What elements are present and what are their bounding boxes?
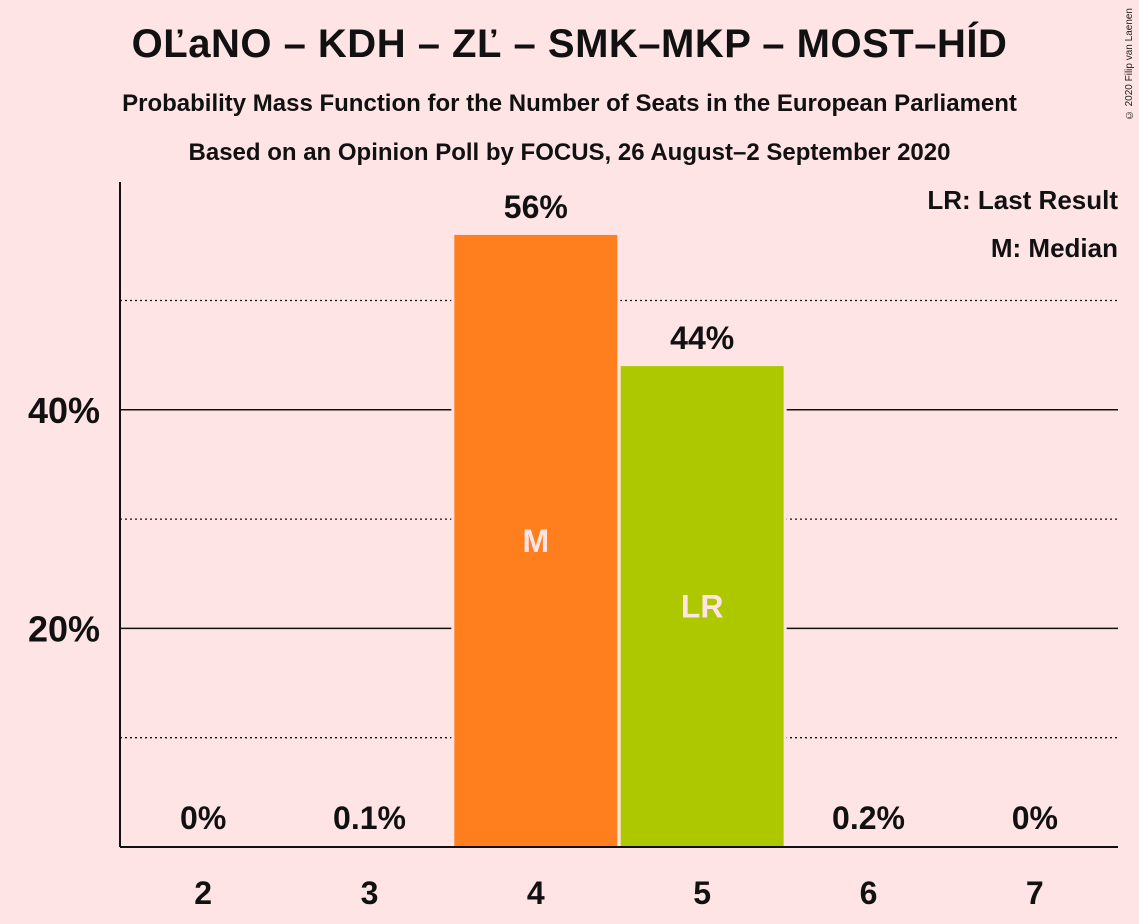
y-tick-label: 40%: [28, 390, 100, 431]
x-tick-label: 3: [361, 875, 379, 911]
x-tick-label: 7: [1026, 875, 1044, 911]
bar-value-label: 0.1%: [333, 800, 406, 836]
x-tick-label: 2: [194, 875, 212, 911]
bar-value-label: 0%: [1012, 800, 1058, 836]
x-tick-label: 5: [693, 875, 711, 911]
legend-median: M: Median: [991, 233, 1118, 263]
bar: [454, 234, 618, 848]
legend-last-result: LR: Last Result: [927, 185, 1118, 215]
chart-subtitle: Probability Mass Function for the Number…: [122, 90, 1017, 117]
chart-title: OĽaNO – KDH – ZĽ – SMK–MKP – MOST–HÍD: [131, 22, 1008, 66]
bar-marker-label: LR: [681, 589, 724, 625]
bar-marker-label: M: [523, 523, 550, 559]
x-tick-label: 6: [860, 875, 878, 911]
chart-source: Based on an Opinion Poll by FOCUS, 26 Au…: [188, 139, 951, 166]
bar-value-label: 0.2%: [832, 800, 905, 836]
bar-value-label: 44%: [670, 320, 734, 356]
x-tick-label: 4: [527, 875, 545, 911]
bar-value-label: 56%: [504, 189, 568, 225]
bar-value-label: 0%: [180, 800, 226, 836]
y-tick-label: 20%: [28, 608, 100, 649]
bar: [620, 366, 784, 847]
